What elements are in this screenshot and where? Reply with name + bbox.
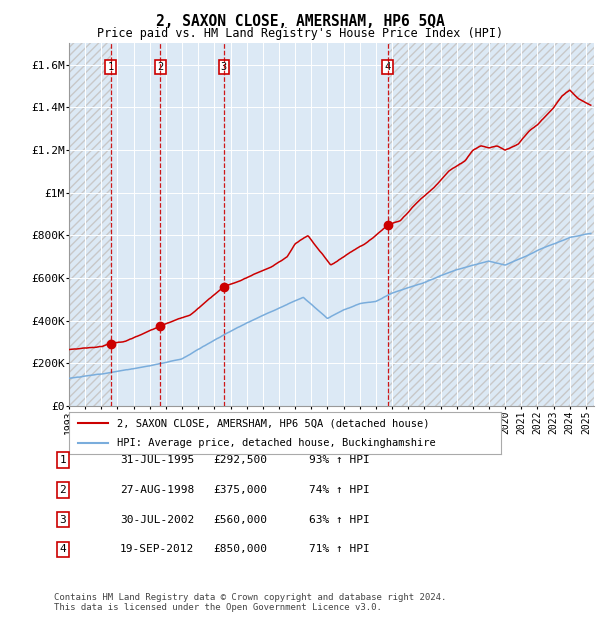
Text: Contains HM Land Registry data © Crown copyright and database right 2024.
This d: Contains HM Land Registry data © Crown c… <box>54 593 446 612</box>
Text: 63% ↑ HPI: 63% ↑ HPI <box>309 515 370 525</box>
Text: 30-JUL-2002: 30-JUL-2002 <box>120 515 194 525</box>
Text: 31-JUL-1995: 31-JUL-1995 <box>120 455 194 465</box>
Text: 71% ↑ HPI: 71% ↑ HPI <box>309 544 370 554</box>
Bar <box>69 43 110 406</box>
Text: £292,500: £292,500 <box>213 455 267 465</box>
Text: £850,000: £850,000 <box>213 544 267 554</box>
Text: 4: 4 <box>385 62 391 72</box>
Text: 2: 2 <box>59 485 67 495</box>
Bar <box>388 43 594 406</box>
Text: 27-AUG-1998: 27-AUG-1998 <box>120 485 194 495</box>
Text: 1: 1 <box>59 455 67 465</box>
Text: 2, SAXON CLOSE, AMERSHAM, HP6 5QA: 2, SAXON CLOSE, AMERSHAM, HP6 5QA <box>155 14 445 29</box>
Text: £560,000: £560,000 <box>213 515 267 525</box>
Text: 3: 3 <box>221 62 227 72</box>
Text: 93% ↑ HPI: 93% ↑ HPI <box>309 455 370 465</box>
Text: Price paid vs. HM Land Registry's House Price Index (HPI): Price paid vs. HM Land Registry's House … <box>97 27 503 40</box>
Text: £375,000: £375,000 <box>213 485 267 495</box>
Text: 2: 2 <box>157 62 164 72</box>
Text: 19-SEP-2012: 19-SEP-2012 <box>120 544 194 554</box>
Text: 4: 4 <box>59 544 67 554</box>
Text: 3: 3 <box>59 515 67 525</box>
Text: 2, SAXON CLOSE, AMERSHAM, HP6 5QA (detached house): 2, SAXON CLOSE, AMERSHAM, HP6 5QA (detac… <box>116 418 429 428</box>
Text: 74% ↑ HPI: 74% ↑ HPI <box>309 485 370 495</box>
Text: HPI: Average price, detached house, Buckinghamshire: HPI: Average price, detached house, Buck… <box>116 438 435 448</box>
Text: 1: 1 <box>107 62 114 72</box>
